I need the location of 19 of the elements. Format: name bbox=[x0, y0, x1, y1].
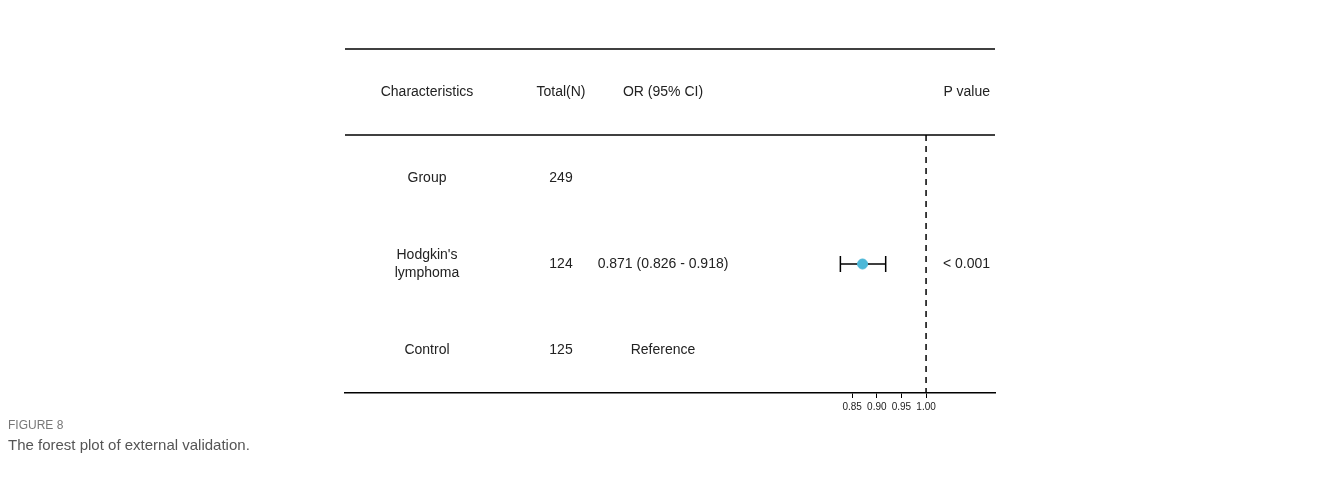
y-tick-label: Group bbox=[407, 168, 447, 185]
annotation: < 0.001 bbox=[942, 254, 991, 271]
x-tick-label: 0.90 bbox=[867, 400, 887, 412]
annotation: 0.871 (0.826 - 0.918) bbox=[597, 254, 729, 271]
text: The forest plot of external validation. bbox=[8, 436, 251, 453]
x-tick-label: 0.85 bbox=[842, 400, 863, 412]
y-tick-label: Hodgkin's lymphoma bbox=[394, 245, 460, 280]
annotation: 125 bbox=[549, 340, 573, 357]
y-axis-title: Characteristics bbox=[380, 82, 474, 99]
annotation: 124 bbox=[549, 254, 573, 271]
text: FIGURE 8 bbox=[8, 418, 65, 432]
text: OR (95% CI) bbox=[622, 82, 704, 99]
annotation: Reference bbox=[630, 340, 696, 357]
text: P value bbox=[943, 82, 991, 99]
x-tick-label: 0.95 bbox=[891, 400, 912, 412]
x-tick-label: 1.00 bbox=[916, 400, 937, 412]
y-tick-label: Control bbox=[404, 340, 450, 357]
text: Total(N) bbox=[536, 82, 586, 99]
annotation: 249 bbox=[549, 168, 573, 185]
